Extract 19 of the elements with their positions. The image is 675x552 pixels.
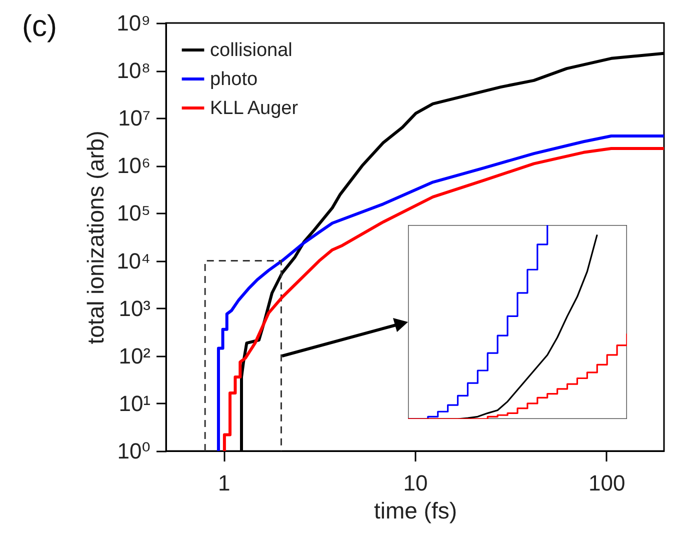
x-axis-title: time (fs): [374, 498, 458, 524]
x-tick-label: 100: [588, 470, 626, 496]
y-tick-label: 10⁶: [116, 153, 150, 178]
legend-label: KLL Auger: [210, 98, 299, 119]
y-tick-label: 10⁷: [118, 106, 151, 131]
y-tick-label: 10⁵: [116, 200, 150, 226]
y-tick-label: 10⁰: [117, 438, 151, 464]
y-tick-label: 10³: [118, 296, 150, 321]
y-tick-label: 10⁴: [116, 248, 150, 274]
y-tick-label: 10⁹: [116, 10, 150, 36]
legend-label: collisional: [210, 40, 292, 61]
x-tick-label: 1: [218, 470, 230, 496]
x-tick-label: 10: [403, 470, 428, 496]
y-tick-label: 10²: [118, 343, 150, 368]
legend-label: photo: [210, 69, 258, 90]
y-tick-label: 10⁸: [116, 58, 150, 84]
y-tick-label: 10¹: [118, 390, 150, 416]
y-axis-title: total ionizations (arb): [82, 130, 109, 344]
chart-title: (c): [22, 10, 57, 44]
